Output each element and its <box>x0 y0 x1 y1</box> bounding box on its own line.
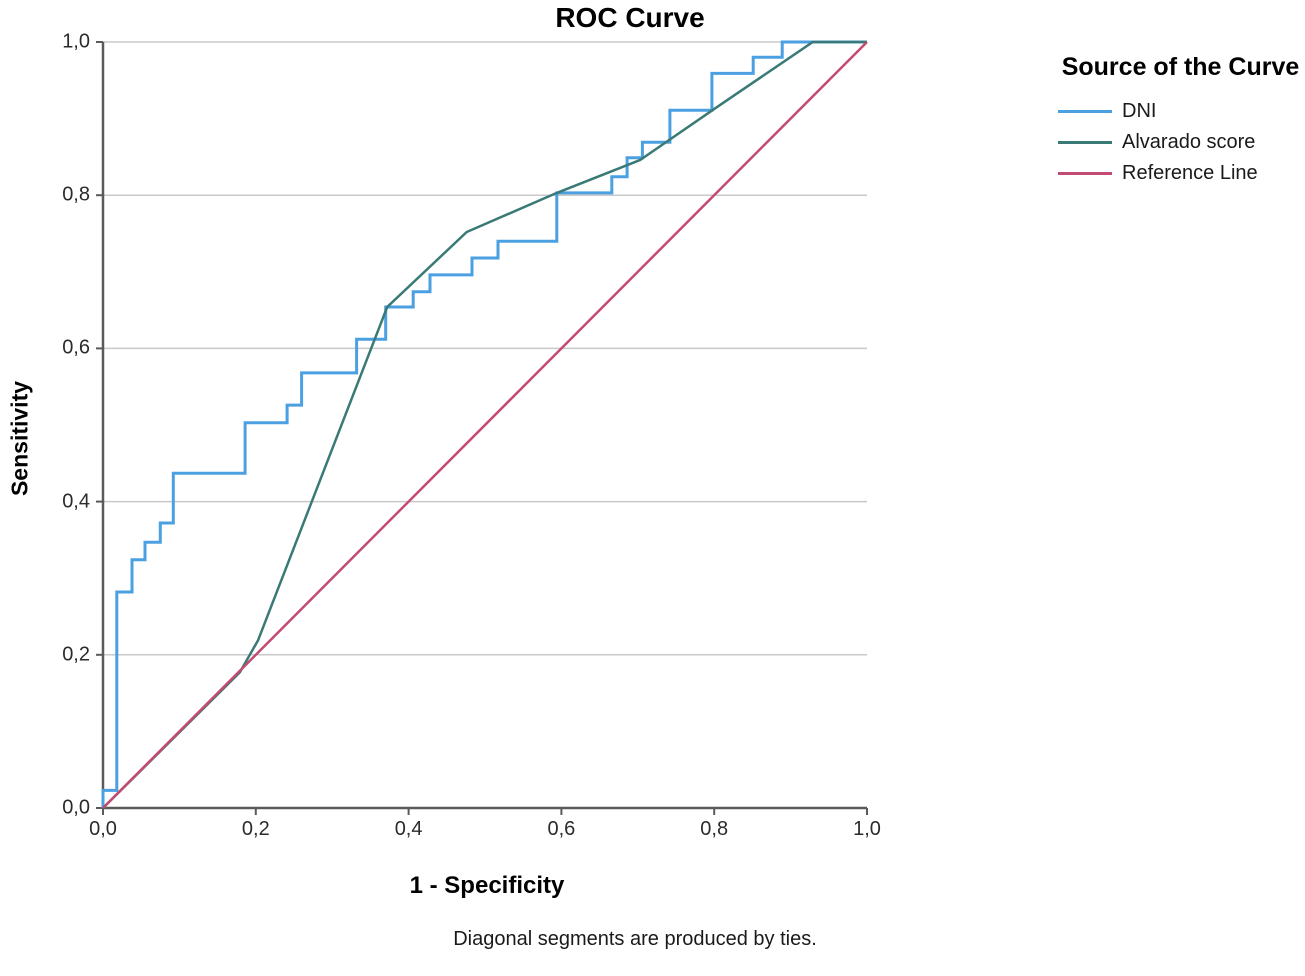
y-tick-label-0,8: 0,8 <box>62 183 90 206</box>
legend-items: DNI Alvarado score Reference Line <box>1058 100 1303 184</box>
footnote: Diagonal segments are produced by ties. <box>453 928 817 950</box>
x-tick-label-0,4: 0,4 <box>394 818 423 840</box>
y-tick-label-1,0: 1,0 <box>62 30 90 53</box>
legend-swatch <box>1058 140 1112 144</box>
legend-label: Alvarado score <box>1122 130 1256 153</box>
dni-curve <box>101 40 867 808</box>
alvarado-score-curve <box>102 40 867 809</box>
y-tick-label-0,4: 0,4 <box>62 490 90 513</box>
x-tick-label-0,0: 0,0 <box>89 818 117 840</box>
reference-line-curve <box>102 41 868 809</box>
x-tick-label-0,6: 0,6 <box>547 818 576 840</box>
chart-title: ROC Curve <box>555 2 705 33</box>
legend-swatch <box>1058 171 1112 175</box>
legend-swatch <box>1058 109 1112 113</box>
x-tick-label-1,0: 1,0 <box>853 818 881 840</box>
y-tick-label-0,6: 0,6 <box>62 336 90 359</box>
y-axis-label: Sensitivity <box>6 380 33 497</box>
legend-item-dni: DNI <box>1058 100 1303 122</box>
legend-label: DNI <box>1122 99 1157 122</box>
legend-label: Reference Line <box>1122 161 1258 184</box>
legend-title: Source of the Curve <box>1061 53 1300 81</box>
y-tick-label-0,2: 0,2 <box>62 643 90 666</box>
x-tick-label-0,2: 0,2 <box>241 818 270 840</box>
legend-item-reference-line: Reference Line <box>1058 162 1303 184</box>
x-tick-label-0,8: 0,8 <box>700 818 729 840</box>
legend: Source of the Curve DNI Alvarado score Ref… <box>1058 52 1303 193</box>
legend-item-alvarado-score: Alvarado score <box>1058 131 1303 153</box>
x-axis-label: 1 - Specificity <box>409 872 565 899</box>
y-tick-label-0,0: 0,0 <box>62 796 90 819</box>
